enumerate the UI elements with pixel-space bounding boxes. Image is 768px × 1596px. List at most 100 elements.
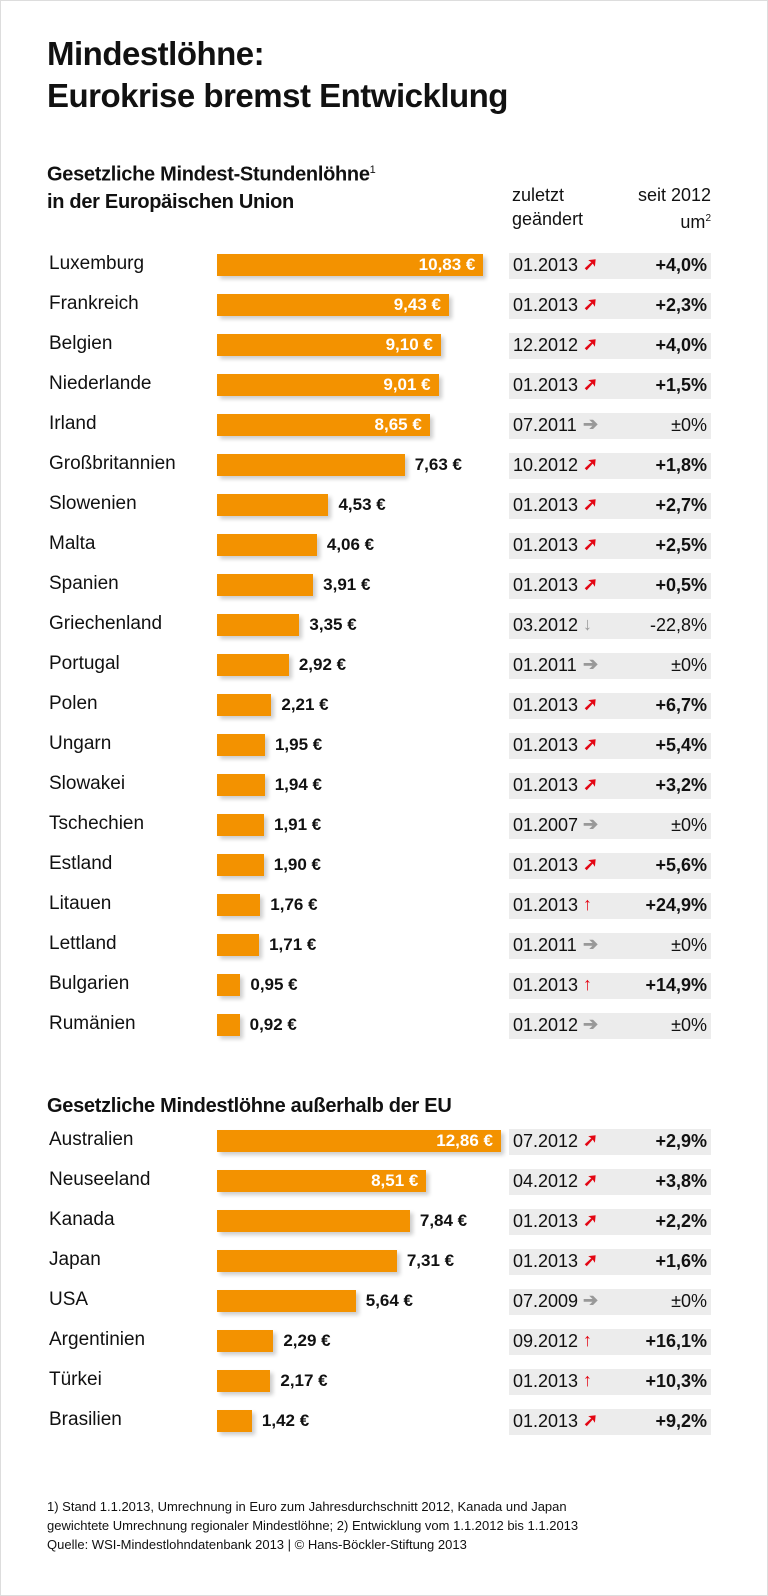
change-panel: 01.2013 ➚ +2,5%: [509, 533, 711, 559]
country-label: Ungarn: [49, 733, 112, 754]
footnote-1: 1) Stand 1.1.2013, Umrechnung in Euro zu…: [47, 1499, 567, 1514]
trend-up-right-icon: ➚: [583, 574, 599, 594]
trend-up-right-icon: ➚: [583, 494, 599, 514]
bar: [217, 894, 261, 916]
country-label: Slowakei: [49, 773, 126, 794]
table-row: Estland 1,90 € 01.2013 ➚ +5,6%: [1, 851, 767, 881]
bar: [217, 1290, 356, 1312]
date-label: 01.2013: [513, 1371, 579, 1391]
trend-right-icon: ➔: [583, 654, 599, 674]
country-label: Niederlande: [49, 373, 152, 394]
change-label: +3,2%: [655, 775, 707, 795]
trend-up-right-icon: ➚: [583, 1170, 599, 1190]
country-label: Malta: [49, 533, 96, 554]
value-label: 2,17 €: [280, 1371, 328, 1390]
value-label: 8,51 €: [371, 1171, 419, 1190]
value-label: 10,83 €: [418, 255, 476, 274]
table-row: Brasilien 1,42 € 01.2013 ➚ +9,2%: [1, 1407, 767, 1437]
change-label: +2,3%: [655, 295, 707, 315]
change-panel: 09.2012 ↑ +16,1%: [509, 1329, 711, 1355]
bar: [217, 654, 289, 676]
value-label: 0,95 €: [250, 975, 298, 994]
trend-up-right-icon: ➚: [583, 1410, 599, 1430]
col-header-change-1: seit 2012: [637, 185, 711, 205]
country-label: Estland: [49, 853, 113, 874]
change-panel: 01.2013 ↑ +10,3%: [509, 1369, 711, 1395]
country-label: Lettland: [49, 933, 117, 954]
date-label: 01.2011: [513, 655, 577, 675]
bar: [217, 1370, 271, 1392]
country-label: Slowenien: [49, 493, 137, 514]
value-label: 9,10 €: [385, 335, 433, 354]
trend-up-icon: ↑: [583, 1370, 592, 1390]
trend-right-icon: ➔: [583, 1014, 599, 1034]
value-label: 9,43 €: [393, 295, 441, 314]
trend-right-icon: ➔: [583, 414, 599, 434]
change-label: +24,9%: [645, 895, 707, 915]
table-row: Polen 2,21 € 01.2013 ➚ +6,7%: [1, 691, 767, 721]
change-panel: 10.2012 ➚ +1,8%: [509, 453, 711, 479]
table-row: Portugal 2,92 € 01.2011 ➔ ±0%: [1, 651, 767, 681]
bar: [217, 974, 241, 996]
bar: [217, 1210, 410, 1232]
date-label: 09.2012: [513, 1331, 579, 1351]
change-label: +4,0%: [655, 335, 707, 355]
title-line-2: Eurokrise bremst Entwicklung: [47, 77, 508, 114]
country-label: Großbritannien: [49, 453, 176, 474]
country-label: Kanada: [49, 1209, 115, 1230]
trend-up-right-icon: ➚: [583, 774, 599, 794]
eu-title-2: in der Europäischen Union: [47, 190, 294, 213]
value-label: 5,64 €: [365, 1291, 413, 1310]
table-row: USA 5,64 € 07.2009 ➔ ±0%: [1, 1287, 767, 1317]
date-label: 10.2012: [513, 455, 579, 475]
trend-up-right-icon: ➚: [583, 294, 599, 314]
trend-up-icon: ↑: [583, 974, 592, 994]
change-panel: 01.2013 ➚ +2,7%: [509, 493, 711, 519]
change-panel: 01.2013 ➚ +6,7%: [509, 693, 711, 719]
table-row: Belgien 9,10 € 12.2012 ➚ +4,0%: [1, 331, 767, 361]
eu-section-title: Gesetzliche Mindest-Stundenlöhne1 in der…: [47, 157, 376, 216]
source: Quelle: WSI-Mindestlohndatenbank 2013 | …: [47, 1537, 467, 1552]
country-label: Polen: [49, 693, 98, 714]
change-label: +3,8%: [655, 1171, 707, 1191]
date-label: 01.2013: [513, 495, 579, 515]
date-label: 01.2013: [513, 975, 579, 995]
country-label: Griechenland: [49, 613, 163, 634]
bar: [217, 574, 314, 596]
table-row: Ungarn 1,95 € 01.2013 ➚ +5,4%: [1, 731, 767, 761]
value-label: 12,86 €: [436, 1131, 493, 1150]
change-label: ±0%: [671, 815, 707, 835]
value-label: 8,65 €: [374, 415, 422, 434]
bar: [217, 734, 265, 756]
date-label: 12.2012: [513, 335, 579, 355]
title-line-1: Mindestlöhne:: [47, 35, 265, 72]
table-row: Bulgarien 0,95 € 01.2013 ↑ +14,9%: [1, 971, 767, 1001]
bar: [217, 934, 260, 956]
country-label: Bulgarien: [49, 973, 130, 994]
date-label: 04.2012: [513, 1171, 579, 1191]
date-label: 07.2012: [513, 1131, 579, 1151]
value-label: 4,06 €: [326, 535, 375, 554]
change-panel: 01.2013 ➚ +0,5%: [509, 573, 711, 599]
country-label: Australien: [49, 1129, 134, 1150]
country-label: Tschechien: [49, 813, 145, 834]
table-row: Frankreich 9,43 € 01.2013 ➚ +2,3%: [1, 291, 767, 321]
bar: [217, 494, 329, 516]
country-label: Luxemburg: [49, 253, 145, 274]
table-row: Luxemburg 10,83 € 01.2013 ➚ +4,0%: [1, 251, 767, 281]
bar: [217, 254, 484, 276]
page-title: Mindestlöhne: Eurokrise bremst Entwicklu…: [47, 33, 508, 117]
bar: [217, 1170, 427, 1192]
value-label: 1,94 €: [274, 775, 322, 794]
table-row: Malta 4,06 € 01.2013 ➚ +2,5%: [1, 531, 767, 561]
trend-up-right-icon: ➚: [583, 854, 599, 874]
date-label: 01.2013: [513, 375, 579, 395]
change-panel: 07.2012 ➚ +2,9%: [509, 1129, 711, 1155]
change-panel: 07.2011 ➔ ±0%: [509, 413, 711, 439]
date-label: 01.2013: [513, 1411, 579, 1431]
country-label: Japan: [49, 1249, 101, 1270]
trend-up-right-icon: ➚: [583, 1210, 599, 1230]
non-eu-section-title: Gesetzliche Mindestlöhne außerhalb der E…: [47, 1095, 452, 1117]
change-label: +16,1%: [645, 1331, 707, 1351]
col-header-changed-1: zuletzt: [512, 185, 565, 205]
